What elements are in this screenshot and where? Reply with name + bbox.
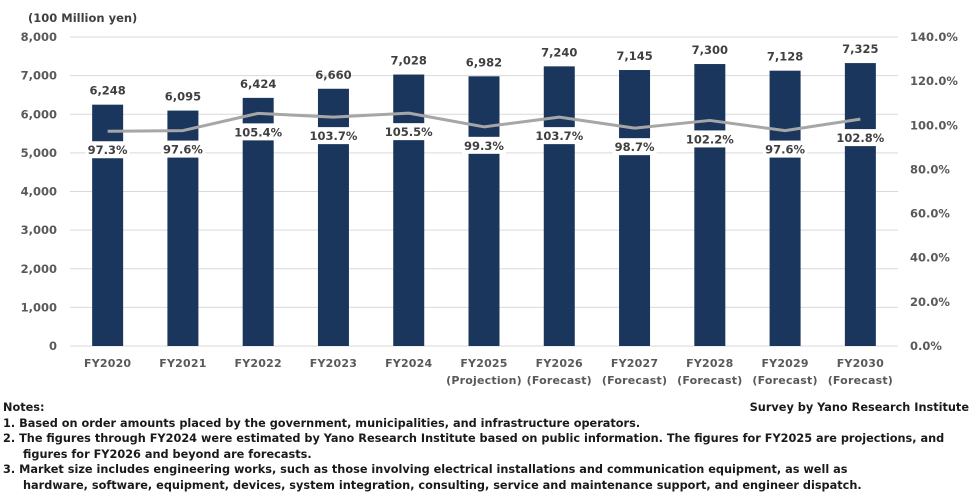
x-category-label: FY2029: [761, 357, 808, 370]
bar: [694, 64, 726, 346]
y-right-tick-label: 0.0%: [910, 339, 942, 353]
notes-block: Notes: 1. Based on order amounts placed …: [3, 400, 968, 493]
y-axis-right: 0.0% 20.0% 40.0% 60.0% 80.0% 100.0% 120.0% 140.…: [910, 30, 958, 353]
x-category-sublabel: (Forecast): [677, 374, 742, 387]
y-tick-label: 3,000: [21, 223, 57, 237]
growth-label-bg: [763, 140, 808, 158]
x-category-sublabel: (Projection): [446, 374, 522, 387]
x-category-label: FY2025: [460, 357, 507, 370]
notes-title: Notes:: [3, 401, 45, 414]
note-item-continued: hardware, software, equipment, devices, …: [23, 478, 862, 492]
x-category-sublabel: (Forecast): [828, 374, 893, 387]
growth-label-bg: [684, 130, 736, 148]
x-category-label: FY2026: [536, 357, 583, 370]
growth-label-bg: [232, 123, 284, 141]
bar-value-label: 7,028: [391, 54, 427, 68]
growth-value-label: 99.3%: [464, 139, 504, 153]
growth-line: [107, 111, 861, 133]
growth-value-label: 103.7%: [535, 129, 583, 143]
growth-label-bg: [160, 140, 205, 158]
bar-value-label: 6,424: [240, 77, 276, 91]
growth-label-bg: [85, 141, 130, 159]
growth-label-bg: [834, 129, 887, 147]
x-category-sublabel: (Forecast): [602, 374, 667, 387]
note-item: 1. Based on order amounts placed by the …: [3, 416, 641, 430]
x-category-label: FY2023: [310, 357, 357, 370]
source-credit: Survey by Yano Research Institute: [749, 401, 969, 414]
growth-value-label: 105.5%: [385, 125, 433, 139]
x-category-label: FY2021: [159, 357, 206, 370]
growth-label-bg: [533, 127, 586, 145]
bar-value-label: 7,240: [541, 45, 577, 59]
bar-value-label: 7,128: [767, 50, 803, 64]
x-category-label: FY2030: [837, 357, 884, 370]
growth-value-label: 102.2%: [686, 132, 734, 146]
growth-value-label: 105.4%: [234, 125, 282, 139]
growth-value-label: 97.6%: [163, 143, 203, 157]
x-category-label: FY2024: [385, 357, 432, 370]
growth-line-series: [107, 111, 861, 133]
bar-value-label: 7,145: [616, 49, 652, 63]
y-tick-label: 4,000: [21, 185, 57, 199]
y-right-tick-label: 140.0%: [910, 30, 958, 44]
note-item: 2. The figures through FY2024 were estim…: [3, 432, 945, 445]
growth-value-label: 102.8%: [836, 131, 884, 145]
note-item-continued: figures for FY2026 and beyond are foreca…: [23, 447, 312, 461]
bar-value-label: 7,325: [842, 42, 878, 56]
bar: [769, 70, 801, 346]
growth-value-label: 97.3%: [88, 143, 128, 157]
growth-value-label: 97.6%: [765, 143, 805, 157]
x-category-sublabel: (Forecast): [527, 374, 592, 387]
growth-label-bg: [382, 123, 435, 141]
x-axis: FY2020 FY2021 FY2022 FY2023 FY2024 FY2025 (Pro…: [84, 357, 893, 387]
x-category-label: FY2022: [235, 357, 282, 370]
growth-value-label: 98.7%: [615, 140, 655, 154]
bar-value-label: 6,660: [315, 68, 351, 82]
bar-value-label: 6,248: [89, 84, 125, 98]
market-size-chart: 0 1,000 2,000 3,000 4,000 5,000 6,000 7,000 8,00…: [21, 30, 959, 387]
bar: [619, 70, 651, 346]
y-right-tick-label: 100.0%: [910, 118, 958, 132]
bar: [844, 63, 876, 347]
y-tick-label: 8,000: [21, 30, 57, 44]
bar-value-label: 6,095: [165, 90, 201, 104]
growth-data-labels: 97.3% 97.6% 105.4% 103.7% 105.5% 99.3% 103.7% 9…: [88, 125, 885, 157]
y-tick-label: 2,000: [21, 262, 57, 276]
y-axis-left: 0 1,000 2,000 3,000 4,000 5,000 6,000 7,000 8,00…: [21, 30, 57, 353]
growth-label-bg: [462, 136, 506, 154]
growth-label-backgrounds: [85, 123, 887, 159]
y-right-tick-label: 60.0%: [910, 207, 950, 221]
x-category-label: FY2028: [686, 357, 733, 370]
bar: [543, 66, 575, 346]
bar-series: [92, 63, 876, 347]
x-category-sublabel: (Forecast): [752, 374, 817, 387]
y-tick-label: 5,000: [21, 146, 57, 160]
x-category-label: FY2020: [84, 357, 131, 370]
bar-value-label: 7,300: [692, 43, 728, 57]
x-category-label: FY2027: [611, 357, 658, 370]
growth-label-bg: [612, 138, 657, 156]
y-right-tick-label: 20.0%: [910, 295, 950, 309]
y-tick-label: 7,000: [21, 69, 57, 83]
y-tick-label: 0: [49, 339, 57, 353]
y-right-tick-label: 80.0%: [910, 162, 950, 176]
bar-value-label: 6,982: [466, 55, 502, 69]
note-item: 3. Market size includes engineering work…: [3, 463, 848, 476]
bar: [393, 74, 425, 346]
y-right-tick-label: 40.0%: [910, 251, 950, 265]
y-axis-unit-label: (100 Million yen): [28, 11, 138, 25]
growth-label-bg: [307, 127, 360, 145]
growth-value-label: 103.7%: [310, 129, 358, 143]
y-tick-label: 1,000: [21, 300, 57, 314]
y-right-tick-label: 120.0%: [910, 74, 958, 88]
y-tick-label: 6,000: [21, 107, 57, 121]
bar: [468, 76, 500, 346]
bar-data-labels: 6,248 6,095 6,424 6,660 7,028 6,982 7,240 7,145…: [89, 42, 878, 104]
bar: [92, 104, 124, 347]
